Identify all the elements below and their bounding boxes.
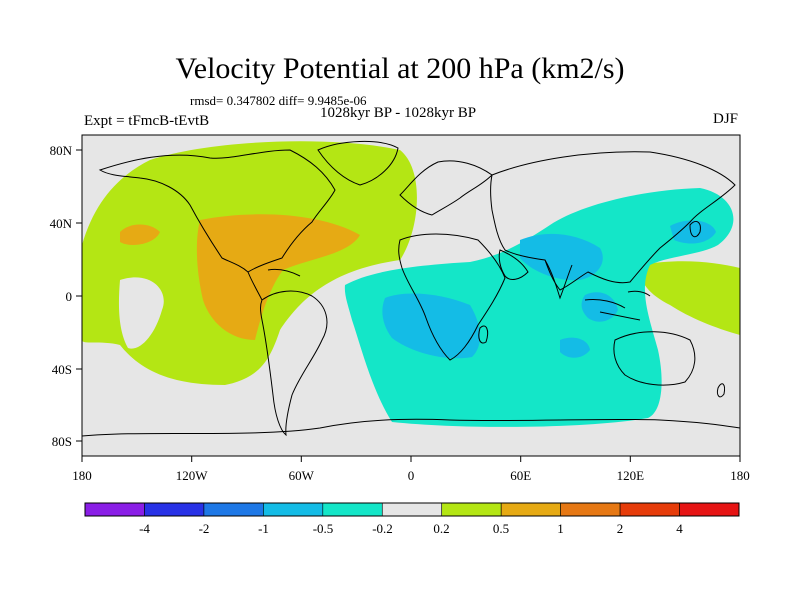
y-label-40n: 40N [50, 216, 73, 231]
colorbar-label: -4 [139, 521, 150, 536]
x-label-120e: 120E [617, 468, 645, 483]
positive-core-americas [196, 214, 360, 340]
y-label-40s: 40S [52, 362, 72, 377]
colorbar-swatches [84, 502, 740, 517]
x-label-0: 0 [408, 468, 415, 483]
x-label-60e: 60E [510, 468, 531, 483]
colorbar-swatch [560, 502, 621, 517]
colorbar-label: -1 [258, 521, 269, 536]
coast-europe [399, 160, 493, 216]
colorbar-label: 4 [676, 521, 683, 536]
colorbar-label: -0.5 [313, 521, 334, 536]
coast-india [544, 259, 573, 300]
colorbar-label: -2 [199, 521, 210, 536]
y-label-80s: 80S [52, 434, 72, 449]
coast-africa [398, 233, 506, 361]
colorbar-swatch [441, 502, 502, 517]
coast-eurasia [490, 151, 736, 291]
coast-south-america [260, 290, 328, 437]
axis-ticks [76, 149, 741, 462]
x-label-180w: 180 [72, 468, 92, 483]
y-axis-labels: 80N 40N 0 40S 80S [50, 143, 73, 449]
x-label-120w: 120W [176, 468, 209, 483]
coast-north-america [98, 149, 336, 273]
contour-fields [82, 141, 740, 427]
coast-central-america [247, 269, 301, 301]
coastlines [82, 141, 740, 437]
colorbar-label: 1 [557, 521, 564, 536]
coast-greenland [317, 141, 399, 186]
time-period-label: 1028kyr BP - 1028kyr BP [320, 105, 477, 121]
colorbar-swatch [84, 502, 145, 517]
experiment-label: Expt = tFmcB-tEvtB [84, 113, 210, 129]
coast-new-zealand [717, 383, 725, 398]
coast-madagascar [478, 325, 489, 344]
negative-core-south-asia [520, 233, 603, 281]
colorbar-labels: -4 -2 -1 -0.5 -0.2 0.2 0.5 1 2 4 [139, 521, 683, 536]
coast-australia [613, 331, 696, 386]
coast-arabia [498, 249, 529, 280]
negative-core-africa [382, 293, 481, 359]
y-label-80n: 80N [50, 143, 73, 158]
x-label-180e: 180 [730, 468, 750, 483]
season-label: DJF [713, 111, 739, 127]
colorbar-swatch [679, 502, 740, 517]
negative-core-northwest-pacific [670, 220, 716, 244]
colorbar-swatch [203, 502, 264, 517]
y-label-0: 0 [66, 289, 73, 304]
colorbar-swatch [500, 502, 561, 517]
colorbar-label: -0.2 [372, 521, 393, 536]
colorbar-frame [84, 502, 740, 517]
colorbar-swatch [619, 502, 680, 517]
colorbar-label: 0.5 [493, 521, 509, 536]
colorbar-swatch [322, 502, 383, 517]
colorbar-swatch [263, 502, 324, 517]
x-label-60w: 60W [289, 468, 315, 483]
positive-region-west-pacific [639, 261, 740, 335]
colorbar: -4 -2 -1 -0.5 -0.2 0.2 0.5 1 2 4 [84, 502, 740, 536]
colorbar-swatch [381, 502, 443, 517]
neutral-hole-southeast-pacific [118, 277, 164, 349]
coast-japan [689, 221, 701, 238]
positive-core-west-pacific [120, 224, 160, 245]
colorbar-swatch [144, 502, 205, 517]
rmsd-diff-stats: rmsd= 0.347802 diff= 9.9485e-06 [190, 93, 367, 108]
negative-region-indian-ocean [344, 188, 734, 427]
coast-maritime-continent [584, 290, 651, 321]
chart-title: Velocity Potential at 200 hPa (km2/s) [175, 52, 625, 85]
colorbar-label: 0.2 [433, 521, 449, 536]
x-axis-labels: 180 120W 60W 0 60E 120E 180 [72, 468, 750, 483]
colorbar-label: 2 [617, 521, 624, 536]
coast-antarctica [82, 418, 740, 437]
negative-core-indian-ocean [560, 337, 590, 358]
